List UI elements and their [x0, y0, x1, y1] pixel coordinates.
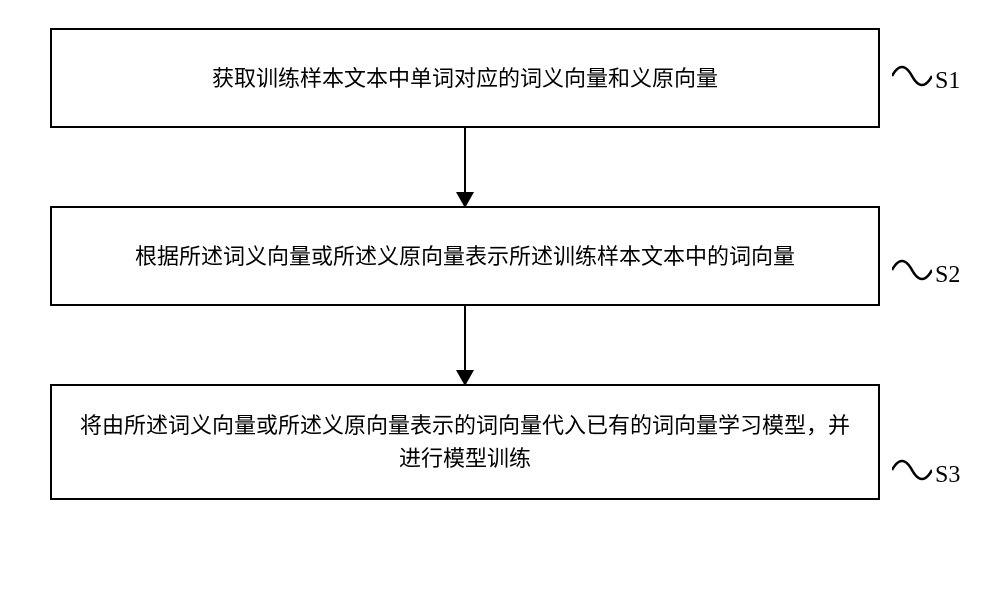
step-text: 将由所述词义向量或所述义原向量表示的词向量代入已有的词向量学习模型，并进行模型训… — [72, 409, 858, 475]
sine-connector-icon — [892, 56, 932, 96]
step-text: 获取训练样本文本中单词对应的词义向量和义原向量 — [212, 62, 718, 95]
step-label-s2: S2 — [935, 262, 960, 289]
step-box-s3: 将由所述词义向量或所述义原向量表示的词向量代入已有的词向量学习模型，并进行模型训… — [50, 384, 880, 500]
arrow-s2-s3 — [464, 306, 466, 384]
step-box-s1: 获取训练样本文本中单词对应的词义向量和义原向量 — [50, 28, 880, 128]
step-label-s3: S3 — [935, 462, 960, 489]
sine-connector-icon — [892, 450, 932, 490]
arrow-s1-s2 — [464, 128, 466, 206]
flowchart-container: 获取训练样本文本中单词对应的词义向量和义原向量 根据所述词义向量或所述义原向量表… — [50, 28, 880, 500]
sine-connector-icon — [892, 250, 932, 290]
step-text: 根据所述词义向量或所述义原向量表示所述训练样本文本中的词向量 — [135, 240, 795, 273]
step-label-s1: S1 — [935, 68, 960, 95]
step-box-s2: 根据所述词义向量或所述义原向量表示所述训练样本文本中的词向量 — [50, 206, 880, 306]
